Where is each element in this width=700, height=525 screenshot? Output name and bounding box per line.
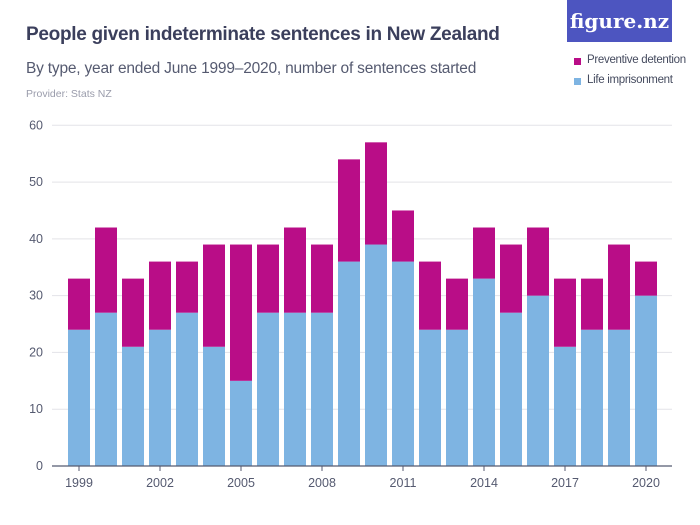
bar-life-imprisonment-2012 — [419, 329, 441, 466]
bar-life-imprisonment-2005 — [230, 380, 252, 466]
x-tick-label: 2005 — [227, 476, 255, 490]
bar-preventive-detention-2006 — [257, 244, 279, 313]
legend-swatch — [574, 58, 581, 65]
bar-life-imprisonment-2009 — [338, 261, 360, 466]
bar-life-imprisonment-2011 — [392, 261, 414, 466]
bar-preventive-detention-2013 — [446, 278, 468, 330]
bar-life-imprisonment-2008 — [311, 312, 333, 466]
bar-life-imprisonment-2014 — [473, 278, 495, 466]
y-tick-label: 50 — [29, 175, 43, 189]
legend-swatch — [574, 78, 581, 85]
bar-life-imprisonment-2002 — [149, 329, 171, 466]
bar-life-imprisonment-2006 — [257, 312, 279, 466]
bar-life-imprisonment-2013 — [446, 329, 468, 466]
y-tick-label: 20 — [29, 345, 43, 359]
bar-life-imprisonment-2007 — [284, 312, 306, 466]
x-tick-label: 1999 — [65, 476, 93, 490]
bar-preventive-detention-2005 — [230, 244, 252, 381]
legend-label: Preventive detention — [587, 54, 686, 66]
x-tick-label: 2008 — [308, 476, 336, 490]
bar-life-imprisonment-2001 — [122, 346, 144, 466]
legend-item-life-imprisonment: Life imprisonment — [574, 70, 686, 90]
y-tick-label: 40 — [29, 232, 43, 246]
bar-preventive-detention-2014 — [473, 227, 495, 279]
bar-preventive-detention-2007 — [284, 227, 306, 313]
bar-preventive-detention-2002 — [149, 261, 171, 330]
y-tick-label: 60 — [29, 118, 43, 132]
bar-preventive-detention-2012 — [419, 261, 441, 330]
bar-preventive-detention-2017 — [554, 278, 576, 347]
bar-preventive-detention-2019 — [608, 244, 630, 330]
bar-life-imprisonment-2016 — [527, 295, 549, 466]
bar-preventive-detention-2016 — [527, 227, 549, 296]
bar-preventive-detention-2015 — [500, 244, 522, 313]
x-tick-label: 2002 — [146, 476, 174, 490]
figure-nz-logo[interactable]: figure.nz — [567, 0, 672, 42]
bar-life-imprisonment-2003 — [176, 312, 198, 466]
bar-preventive-detention-2000 — [95, 227, 117, 313]
chart-subtitle: By type, year ended June 1999–2020, numb… — [26, 60, 477, 77]
bar-life-imprisonment-2018 — [581, 329, 603, 466]
bar-preventive-detention-2008 — [311, 244, 333, 313]
y-tick-label: 30 — [29, 289, 43, 303]
bar-life-imprisonment-2015 — [500, 312, 522, 466]
bar-preventive-detention-2018 — [581, 278, 603, 330]
bar-preventive-detention-2009 — [338, 159, 360, 262]
chart-title: People given indeterminate sentences in … — [26, 24, 500, 45]
bar-life-imprisonment-2004 — [203, 346, 225, 466]
provider-label: Provider: Stats NZ — [26, 88, 112, 100]
bar-preventive-detention-2004 — [203, 244, 225, 347]
legend: Preventive detention Life imprisonment — [574, 50, 686, 90]
legend-item-preventive-detention: Preventive detention — [574, 50, 686, 70]
x-tick-label: 2020 — [632, 476, 660, 490]
bar-life-imprisonment-2000 — [95, 312, 117, 466]
bar-preventive-detention-1999 — [68, 278, 90, 330]
bar-preventive-detention-2003 — [176, 261, 198, 313]
y-tick-label: 10 — [29, 402, 43, 416]
x-tick-label: 2014 — [470, 476, 498, 490]
bar-life-imprisonment-1999 — [68, 329, 90, 466]
x-tick-label: 2017 — [551, 476, 579, 490]
legend-label: Life imprisonment — [587, 74, 673, 86]
bar-preventive-detention-2010 — [365, 142, 387, 245]
bar-life-imprisonment-2017 — [554, 346, 576, 466]
x-tick-label: 2011 — [390, 476, 417, 490]
bar-life-imprisonment-2010 — [365, 244, 387, 466]
bar-preventive-detention-2020 — [635, 261, 657, 296]
bar-preventive-detention-2001 — [122, 278, 144, 347]
bar-life-imprisonment-2019 — [608, 329, 630, 466]
y-tick-label: 0 — [36, 459, 43, 473]
bar-preventive-detention-2011 — [392, 210, 414, 262]
bar-life-imprisonment-2020 — [635, 295, 657, 466]
